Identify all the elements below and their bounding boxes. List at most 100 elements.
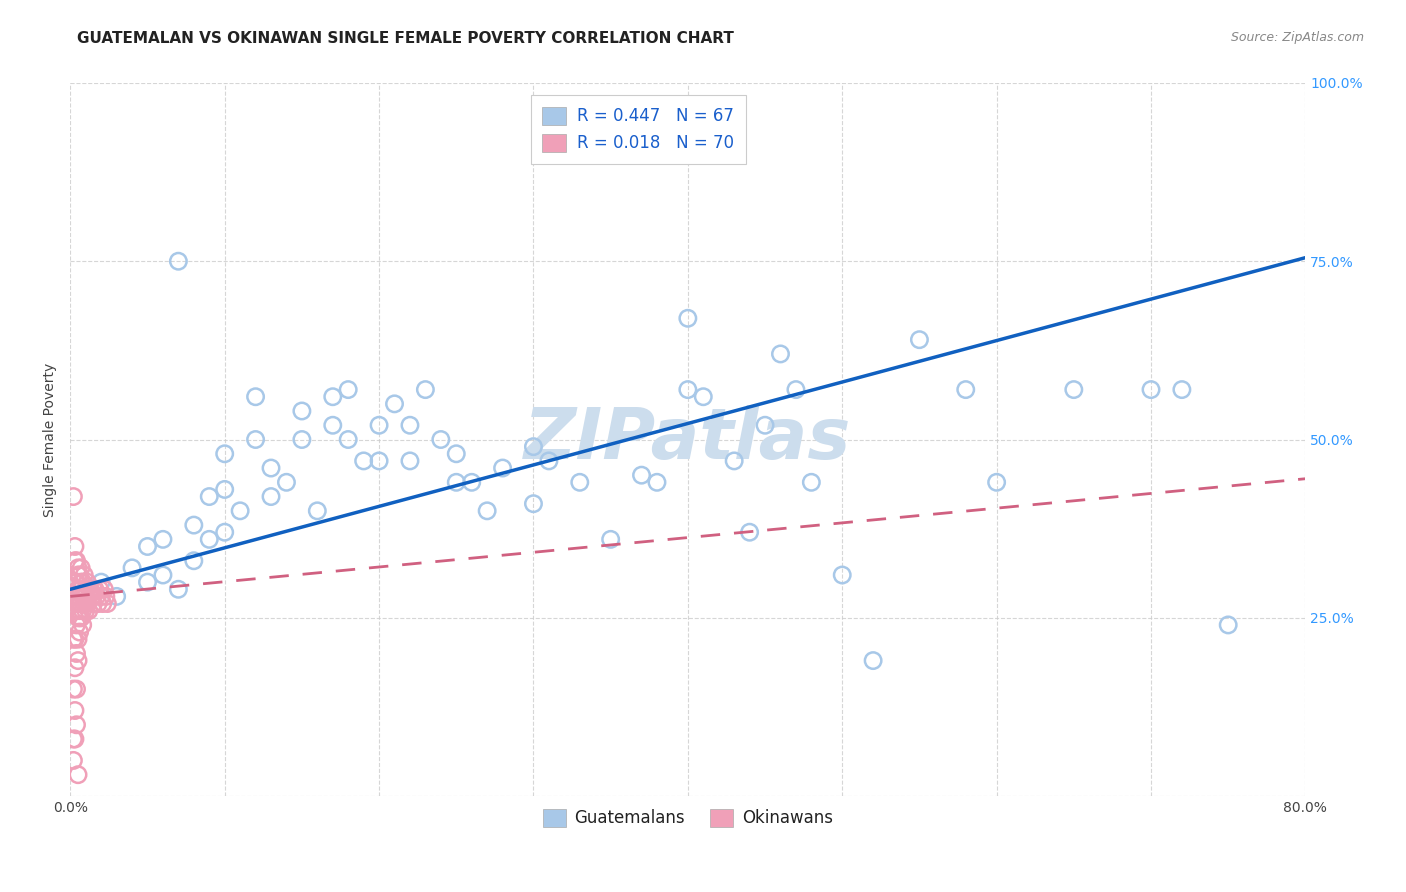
Point <box>67 561 90 575</box>
Point <box>73 590 96 604</box>
Point <box>76 597 98 611</box>
Point <box>63 575 86 590</box>
Point <box>62 682 84 697</box>
Point <box>738 525 761 540</box>
Point <box>630 468 652 483</box>
Point <box>754 418 776 433</box>
Point <box>831 568 853 582</box>
Point <box>65 590 87 604</box>
Point <box>67 767 90 781</box>
Point <box>69 604 91 618</box>
Point <box>769 347 792 361</box>
Point <box>291 404 314 418</box>
Point <box>67 590 90 604</box>
Point <box>70 597 93 611</box>
Point <box>183 554 205 568</box>
Point <box>353 454 375 468</box>
Point <box>69 625 91 640</box>
Point <box>63 632 86 647</box>
Point <box>645 475 668 490</box>
Point <box>65 682 87 697</box>
Point <box>67 597 90 611</box>
Point <box>291 433 314 447</box>
Point <box>62 754 84 768</box>
Point <box>307 504 329 518</box>
Point <box>70 582 93 597</box>
Point <box>599 533 621 547</box>
Point <box>93 582 115 597</box>
Point <box>86 590 108 604</box>
Point <box>67 582 90 597</box>
Point <box>522 497 544 511</box>
Point <box>475 504 498 518</box>
Point <box>75 604 97 618</box>
Point <box>76 575 98 590</box>
Point <box>676 383 699 397</box>
Point <box>986 475 1008 490</box>
Point <box>214 483 236 497</box>
Point <box>337 433 360 447</box>
Point <box>72 604 94 618</box>
Point <box>136 575 159 590</box>
Point <box>399 418 422 433</box>
Point <box>65 618 87 632</box>
Point <box>80 590 103 604</box>
Point <box>70 561 93 575</box>
Point <box>415 383 437 397</box>
Point <box>62 732 84 747</box>
Point <box>229 504 252 518</box>
Point <box>245 433 267 447</box>
Point <box>69 611 91 625</box>
Point <box>785 383 807 397</box>
Point <box>63 661 86 675</box>
Point <box>62 490 84 504</box>
Point <box>384 397 406 411</box>
Point <box>800 475 823 490</box>
Point <box>73 597 96 611</box>
Point <box>89 582 111 597</box>
Point <box>69 568 91 582</box>
Point <box>121 561 143 575</box>
Point <box>82 597 104 611</box>
Point <box>368 418 391 433</box>
Y-axis label: Single Female Poverty: Single Female Poverty <box>44 362 58 516</box>
Point <box>62 632 84 647</box>
Point <box>77 604 100 618</box>
Point <box>87 597 110 611</box>
Point <box>67 568 90 582</box>
Point <box>73 568 96 582</box>
Point <box>862 654 884 668</box>
Point <box>955 383 977 397</box>
Point <box>63 732 86 747</box>
Point <box>96 597 118 611</box>
Point <box>676 311 699 326</box>
Point <box>368 454 391 468</box>
Point <box>105 590 128 604</box>
Point <box>522 440 544 454</box>
Legend: Guatemalans, Okinawans: Guatemalans, Okinawans <box>536 802 839 834</box>
Point <box>198 533 221 547</box>
Point <box>322 418 344 433</box>
Point <box>152 568 174 582</box>
Point <box>1063 383 1085 397</box>
Point <box>568 475 591 490</box>
Point <box>446 447 468 461</box>
Point <box>77 590 100 604</box>
Point <box>461 475 484 490</box>
Point <box>67 632 90 647</box>
Point <box>65 647 87 661</box>
Point <box>399 454 422 468</box>
Point <box>65 575 87 590</box>
Point <box>322 390 344 404</box>
Point <box>63 704 86 718</box>
Point <box>1218 618 1240 632</box>
Point <box>491 461 513 475</box>
Point <box>70 575 93 590</box>
Point <box>67 654 90 668</box>
Point <box>63 554 86 568</box>
Point <box>72 575 94 590</box>
Point <box>63 604 86 618</box>
Point <box>245 390 267 404</box>
Point <box>70 611 93 625</box>
Text: ZIPatlas: ZIPatlas <box>524 405 852 474</box>
